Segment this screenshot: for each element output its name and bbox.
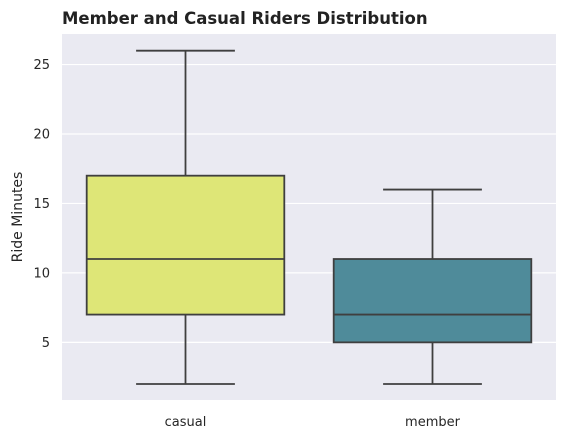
y-tick-label: 15 <box>33 197 50 212</box>
box-casual <box>85 49 286 385</box>
box-iqr <box>332 258 533 344</box>
x-axis-ticks: casual member <box>165 415 461 430</box>
y-tick-label: 5 <box>42 336 50 351</box>
box-iqr <box>85 174 286 316</box>
y-tick-label: 25 <box>33 58 50 73</box>
y-axis-label: Ride Minutes <box>10 172 26 263</box>
boxes <box>85 49 533 385</box>
chart-title: Member and Casual Riders Distribution <box>62 9 428 28</box>
y-axis-ticks: 5 10 15 20 25 <box>33 58 50 351</box>
y-tick-label: 10 <box>33 266 50 281</box>
x-tick-label: member <box>405 415 461 430</box>
x-tick-label: casual <box>165 415 207 430</box>
box-member <box>332 188 533 385</box>
y-tick-label: 20 <box>33 128 50 143</box>
